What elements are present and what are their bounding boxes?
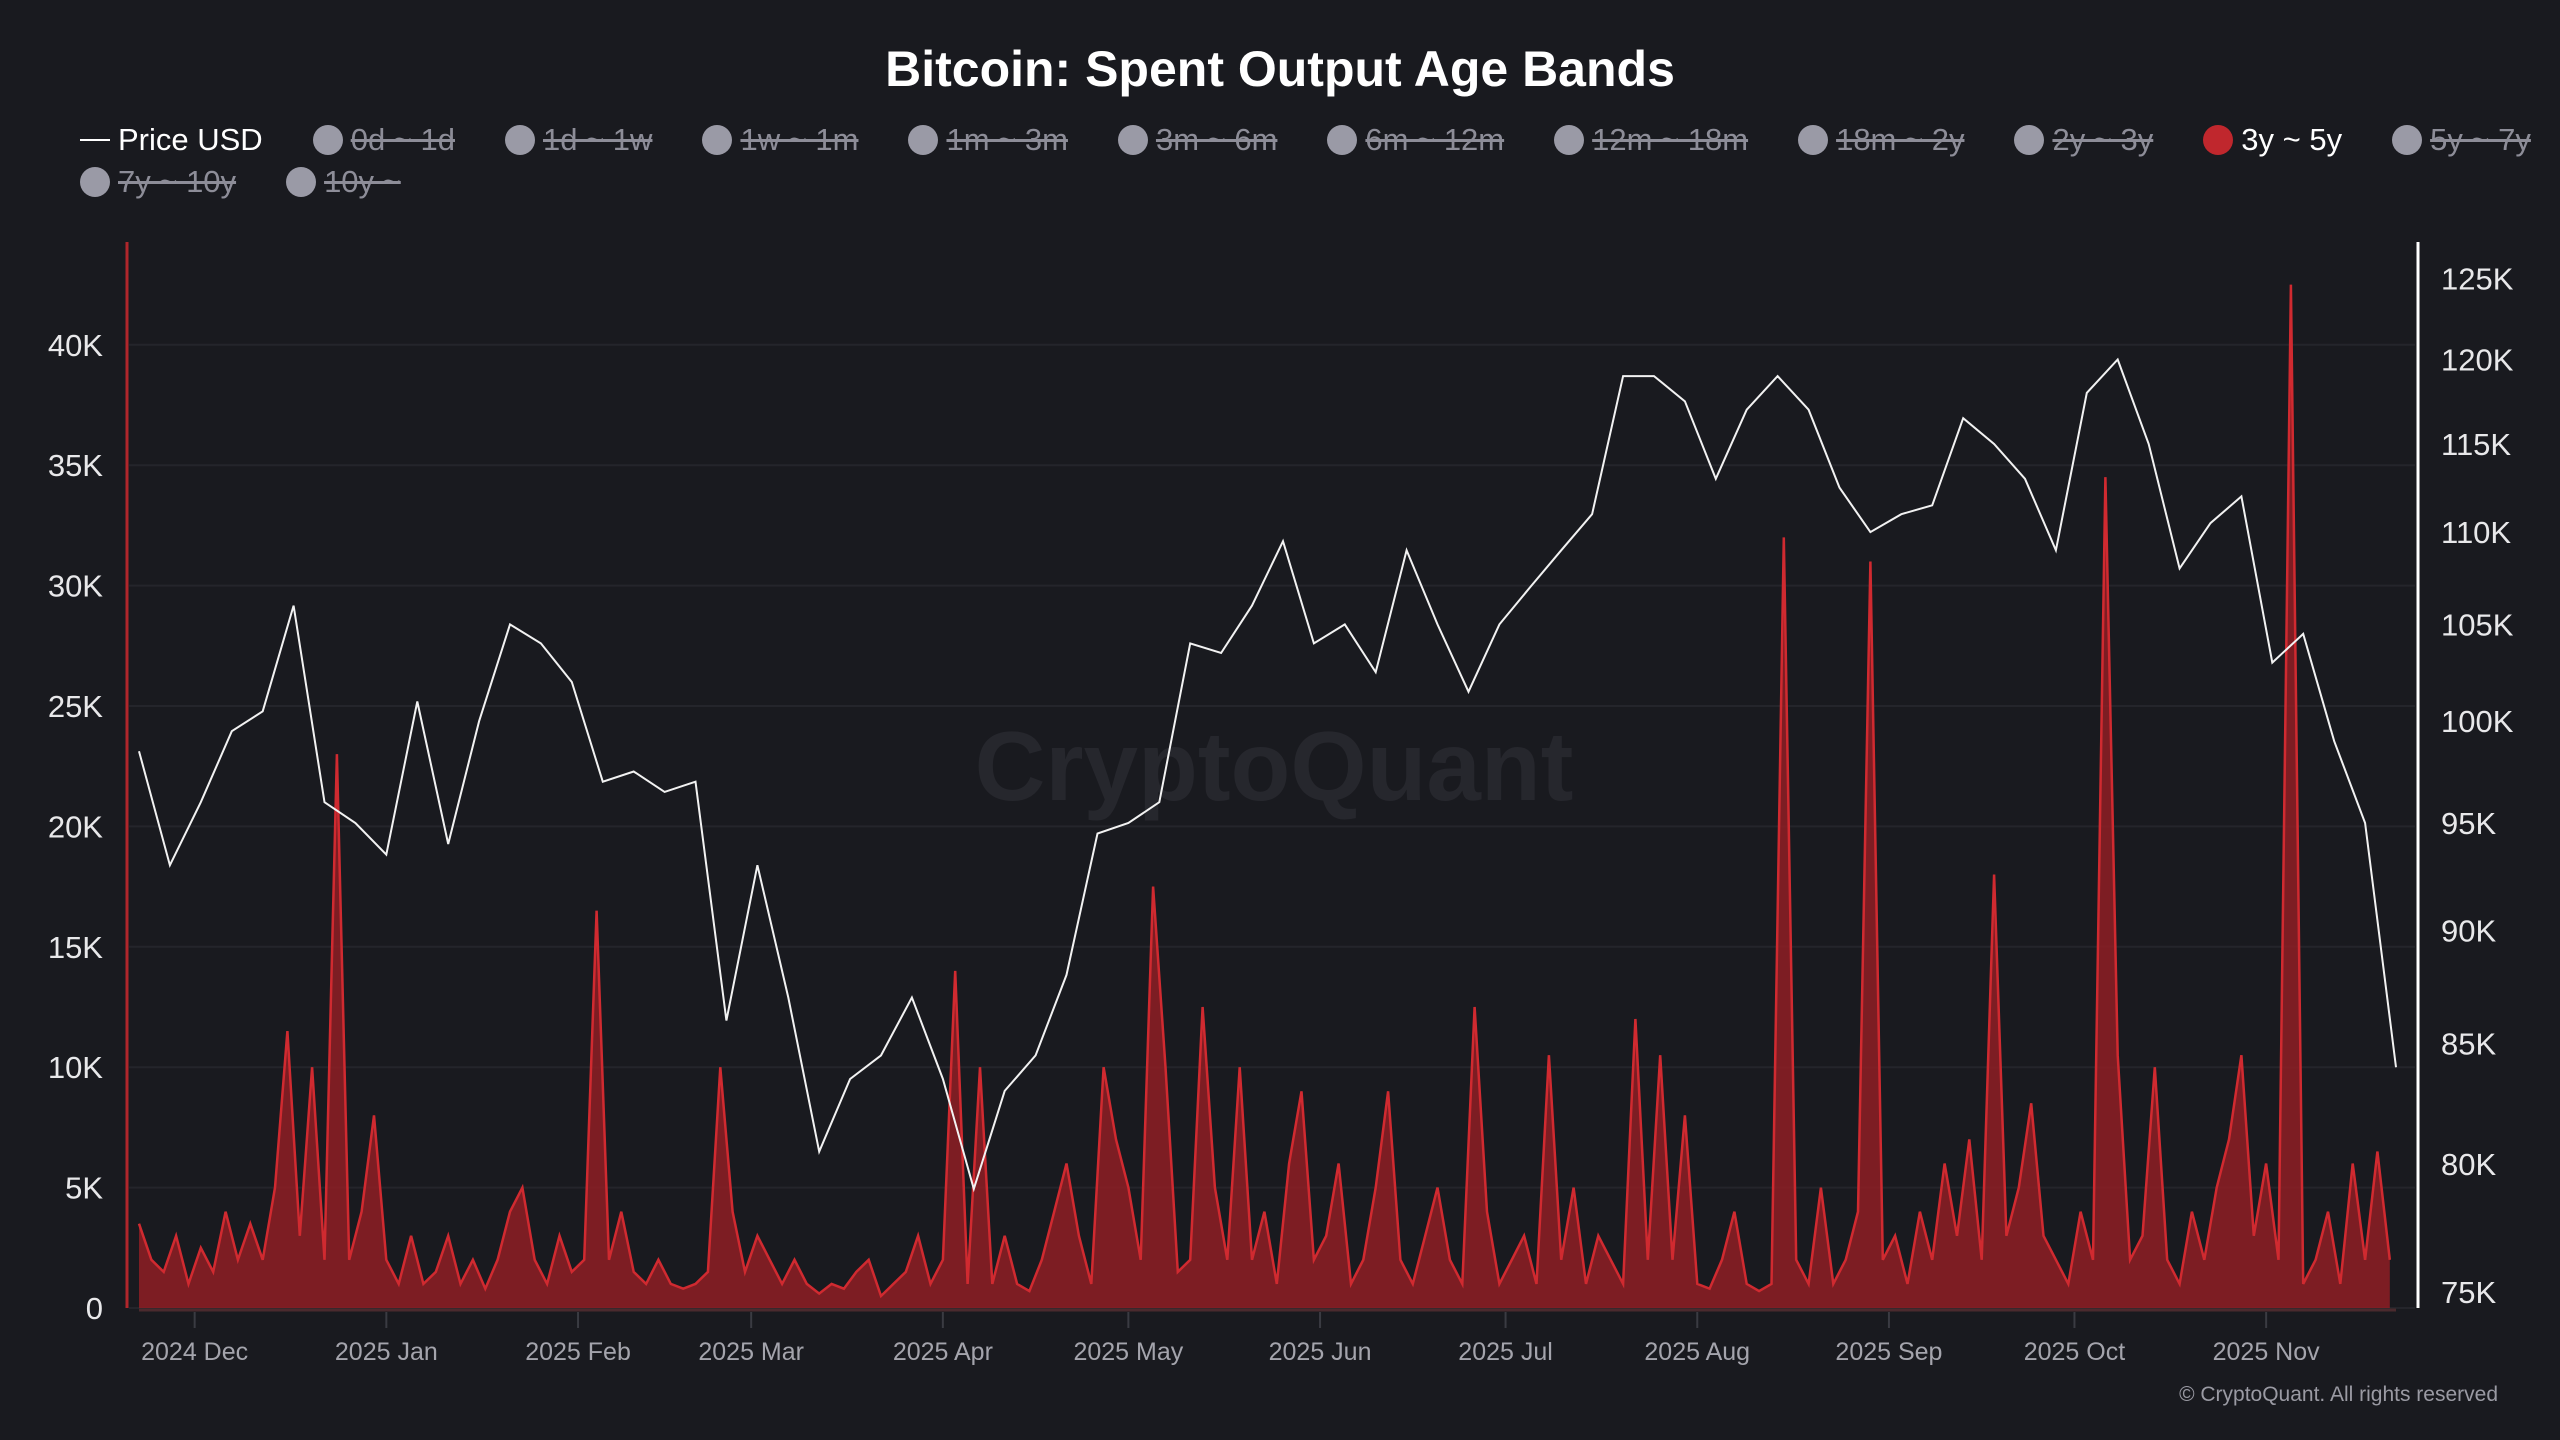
y-left-tick-label: 20K: [48, 809, 103, 844]
legend-label: 3m ~ 6m: [1155, 122, 1278, 157]
y-left-tick-label: 30K: [48, 569, 103, 604]
legend-label: 5y ~ 7y: [2430, 122, 2531, 157]
legend-item-6m-12m[interactable]: 6m ~ 12m: [1327, 122, 1504, 158]
legend-item-3y-5y[interactable]: 3y ~ 5y: [2203, 122, 2342, 158]
y-right-tick-label: 100K: [2441, 704, 2514, 739]
circle-marker-icon: [312, 125, 343, 155]
circle-marker-icon: [908, 125, 939, 155]
circle-marker-icon: [2014, 125, 2045, 155]
legend-row: 7y ~ 10y 10y ~: [80, 164, 401, 200]
y-right-tick-label: 125K: [2441, 262, 2514, 297]
legend-label: 7y ~ 10y: [118, 164, 237, 199]
x-tick-label: 2025 Jul: [1458, 1338, 1553, 1366]
legend-item-1w-1m[interactable]: 1w ~ 1m: [702, 122, 858, 158]
band-3y-5y-area: [139, 284, 2390, 1309]
y-right-tick-label: 75K: [2441, 1275, 2496, 1310]
x-tick-label: 2025 Feb: [525, 1338, 631, 1366]
y-right-tick-label: 90K: [2441, 913, 2496, 948]
watermark: CryptoQuant: [975, 711, 1574, 821]
legend-label: 1d ~ 1w: [543, 122, 653, 157]
legend-label: 0d ~ 1d: [350, 122, 455, 157]
legend-item-0d-1d[interactable]: 0d ~ 1d: [312, 122, 455, 158]
y-right-tick-label: 95K: [2441, 806, 2496, 841]
y-right-tick-label: 120K: [2441, 343, 2514, 378]
legend-row: Price USD 0d ~ 1d 1d ~ 1w 1w ~ 1m 1m ~ 3m 3m …: [80, 122, 2531, 158]
circle-marker-icon: [2392, 125, 2423, 155]
y-right-tick-label: 110K: [2441, 515, 2511, 550]
legend-item-12m-18m[interactable]: 12m ~ 18m: [1554, 122, 1748, 158]
x-tick-label: 2025 Apr: [893, 1338, 993, 1366]
circle-marker-icon: [2203, 125, 2234, 155]
circle-marker-icon: [505, 125, 535, 155]
circle-marker-icon: [702, 125, 733, 155]
x-tick-label: 2025 Jan: [335, 1338, 438, 1366]
x-tick-label: 2025 Jun: [1269, 1338, 1372, 1366]
y-left-tick-label: 5K: [65, 1171, 103, 1206]
x-tick-label: 2025 Nov: [2213, 1338, 2321, 1366]
legend-label: 18m ~ 2y: [1836, 122, 1965, 157]
legend-item-1d-1w[interactable]: 1d ~ 1w: [505, 122, 652, 158]
x-tick-label: 2025 Sep: [1835, 1338, 1942, 1366]
x-tick-label: 2025 Oct: [2024, 1338, 2126, 1366]
x-tick-label: 2025 May: [1073, 1338, 1183, 1366]
chart-title: Bitcoin: Spent Output Age Bands: [885, 41, 1675, 97]
y-left-tick-label: 35K: [48, 448, 103, 483]
legend-item-10y-[interactable]: 10y ~: [286, 164, 401, 200]
circle-marker-icon: [80, 167, 110, 197]
copyright: © CryptoQuant. All rights reserved: [2179, 1383, 2498, 1406]
legend-label: 12m ~ 18m: [1592, 122, 1749, 157]
y-right-tick-label: 85K: [2441, 1027, 2496, 1062]
y-left-tick-label: 25K: [48, 689, 103, 724]
y-left-tick-label: 10K: [48, 1050, 103, 1085]
legend-label: 1w ~ 1m: [740, 122, 859, 157]
circle-marker-icon: [1327, 125, 1358, 155]
legend-label: 10y ~: [324, 164, 401, 199]
x-tick-label: 2025 Aug: [1644, 1338, 1750, 1366]
circle-marker-icon: [1554, 125, 1585, 155]
legend-label: 6m ~ 12m: [1365, 122, 1505, 157]
y-left-tick-label: 15K: [48, 930, 103, 965]
legend-item-5y-7y[interactable]: 5y ~ 7y: [2392, 122, 2531, 158]
y-right-tick-label: 115K: [2441, 427, 2511, 462]
legend-item-price-usd[interactable]: Price USD: [80, 122, 263, 158]
circle-marker-icon: [1798, 125, 1829, 155]
legend-label: Price USD: [118, 122, 263, 157]
y-left-tick-label: 0: [86, 1291, 103, 1326]
x-tick-label: 2024 Dec: [141, 1338, 248, 1366]
y-right-tick-label: 80K: [2441, 1147, 2496, 1182]
legend-item-18m-2y[interactable]: 18m ~ 2y: [1798, 122, 1964, 158]
circle-marker-icon: [1117, 125, 1148, 155]
legend-label: 2y ~ 3y: [2052, 122, 2154, 157]
line-marker-icon: [80, 139, 110, 141]
legend-item-2y-3y[interactable]: 2y ~ 3y: [2014, 122, 2153, 158]
y-right-tick-label: 105K: [2441, 607, 2514, 642]
y-left-tick-label: 40K: [48, 328, 103, 363]
legend-item-7y-10y[interactable]: 7y ~ 10y: [80, 164, 236, 200]
circle-marker-icon: [286, 167, 317, 197]
x-tick-label: 2025 Mar: [698, 1338, 804, 1366]
legend-label: 1m ~ 3m: [946, 122, 1068, 157]
price-usd-line: [138, 357, 2397, 1193]
legend-item-1m-3m[interactable]: 1m ~ 3m: [908, 122, 1068, 158]
legend-label: 3y ~ 5y: [2241, 122, 2343, 157]
legend-item-3m-6m[interactable]: 3m ~ 6m: [1117, 122, 1278, 158]
